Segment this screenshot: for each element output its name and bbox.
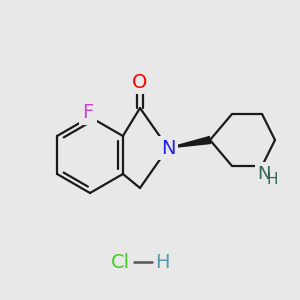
Text: F: F bbox=[82, 103, 94, 122]
Text: N: N bbox=[257, 165, 271, 183]
Polygon shape bbox=[168, 136, 211, 148]
Text: H: H bbox=[155, 253, 169, 272]
Text: Cl: Cl bbox=[110, 253, 130, 272]
Text: H: H bbox=[266, 172, 278, 188]
Text: O: O bbox=[132, 73, 148, 92]
Text: N: N bbox=[161, 139, 175, 158]
